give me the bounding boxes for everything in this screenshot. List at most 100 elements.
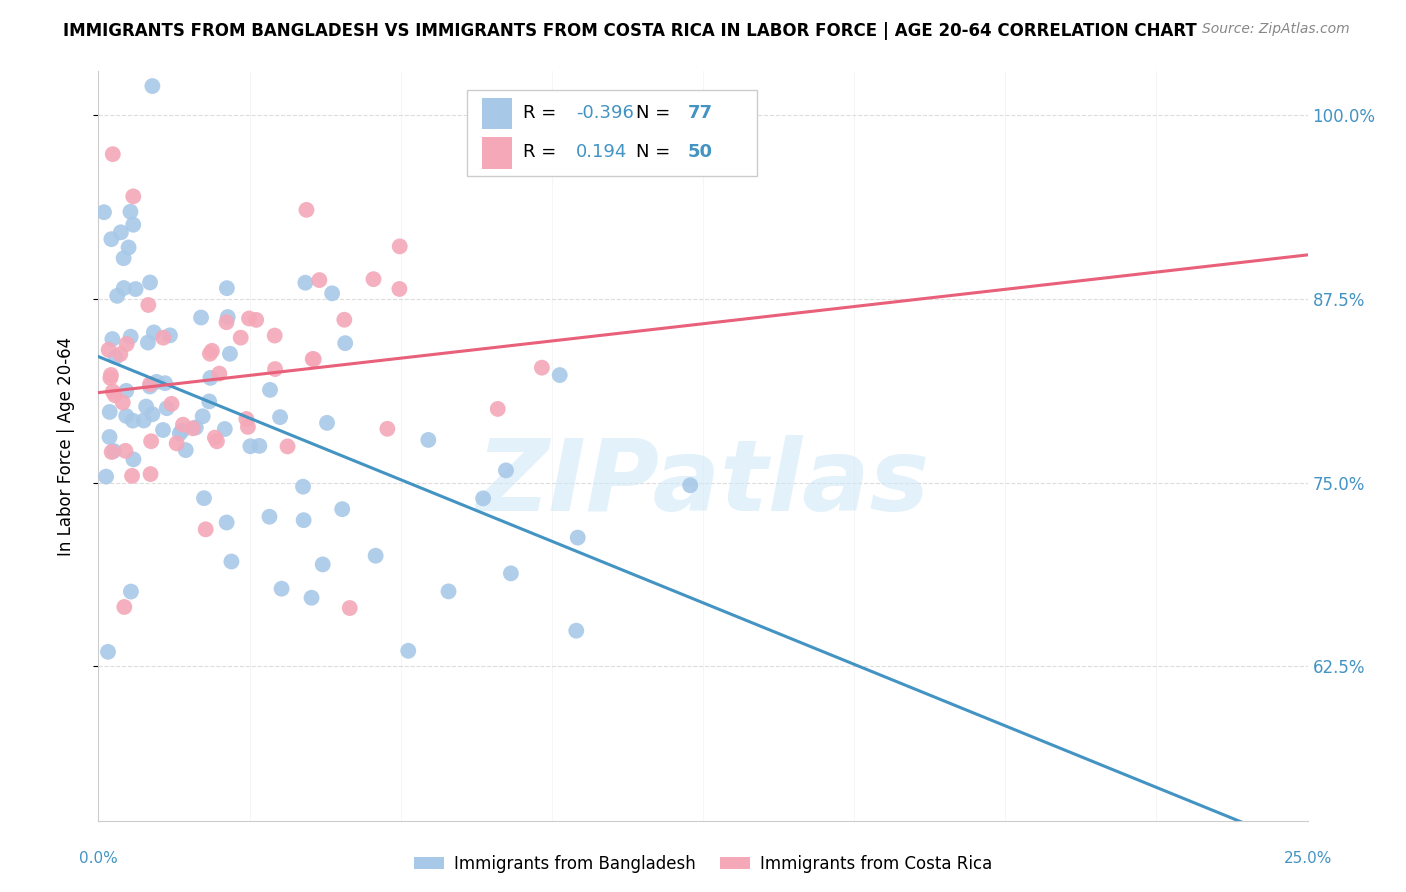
Point: [114, 443, 136, 458]
Legend: Immigrants from Bangladesh, Immigrants from Costa Rica: Immigrants from Bangladesh, Immigrants f…: [406, 848, 1000, 880]
Point: [208, 367, 231, 381]
Point: [98, 405, 121, 419]
Point: [101, 332, 124, 346]
Point: [294, 276, 316, 290]
Point: [117, 240, 139, 254]
Point: [388, 239, 411, 253]
Point: [388, 282, 411, 296]
Point: [135, 400, 157, 414]
Point: [190, 310, 212, 325]
Point: [235, 412, 257, 426]
Text: IMMIGRANTS FROM BANGLADESH VS IMMIGRANTS FROM COSTA RICA IN LABOR FORCE | AGE 20: IMMIGRANTS FROM BANGLADESH VS IMMIGRANTS…: [63, 22, 1197, 40]
Point: [363, 272, 385, 286]
Point: [437, 584, 460, 599]
Text: R =: R =: [523, 144, 557, 161]
Text: 0.194: 0.194: [576, 144, 627, 161]
Point: [204, 431, 226, 445]
Point: [333, 312, 356, 326]
Point: [100, 368, 122, 382]
Text: ZIPatlas: ZIPatlas: [477, 435, 929, 532]
Point: [174, 443, 197, 458]
Point: [93, 205, 115, 219]
Point: [259, 509, 281, 524]
Point: [153, 376, 176, 391]
Text: 0.0%: 0.0%: [79, 851, 118, 866]
Point: [221, 555, 243, 569]
Point: [499, 566, 522, 581]
Point: [198, 394, 221, 409]
Point: [152, 423, 174, 437]
Point: [215, 315, 238, 329]
Point: [308, 273, 330, 287]
Point: [122, 452, 145, 467]
Point: [396, 644, 419, 658]
Point: [364, 549, 387, 563]
Point: [263, 328, 285, 343]
Point: [229, 331, 252, 345]
Point: [418, 433, 440, 447]
Point: [100, 445, 122, 459]
Point: [236, 420, 259, 434]
Point: [245, 313, 267, 327]
Point: [194, 522, 217, 536]
Point: [339, 601, 361, 615]
Point: [295, 202, 318, 217]
Point: [122, 189, 145, 203]
Point: [104, 350, 127, 364]
Point: [110, 225, 132, 239]
Point: [101, 384, 124, 399]
Point: [103, 444, 125, 458]
FancyBboxPatch shape: [482, 97, 512, 129]
Point: [136, 298, 159, 312]
Point: [169, 426, 191, 441]
Point: [191, 409, 214, 424]
Point: [377, 422, 399, 436]
Point: [94, 469, 117, 483]
Point: [166, 436, 188, 450]
Point: [139, 379, 162, 393]
Text: -0.396: -0.396: [576, 103, 634, 121]
Point: [132, 413, 155, 427]
Point: [100, 371, 122, 385]
Point: [679, 478, 702, 492]
Point: [193, 491, 215, 505]
Point: [321, 286, 343, 301]
Point: [139, 377, 162, 392]
Point: [115, 337, 138, 351]
Point: [270, 582, 292, 596]
Point: [111, 395, 134, 409]
Point: [277, 439, 299, 453]
Point: [139, 434, 162, 449]
Point: [181, 421, 204, 435]
Point: [121, 414, 143, 428]
Point: [292, 480, 315, 494]
Point: [269, 410, 291, 425]
Point: [122, 218, 145, 232]
Point: [112, 251, 135, 265]
Point: [160, 397, 183, 411]
Point: [112, 281, 135, 295]
Point: [124, 282, 146, 296]
Point: [136, 335, 159, 350]
Y-axis label: In Labor Force | Age 20-64: In Labor Force | Age 20-64: [56, 336, 75, 556]
Point: [264, 362, 287, 376]
Point: [548, 368, 571, 382]
Text: Source: ZipAtlas.com: Source: ZipAtlas.com: [1202, 22, 1350, 37]
Point: [205, 434, 228, 449]
Point: [530, 360, 553, 375]
Text: 25.0%: 25.0%: [1284, 851, 1331, 866]
Point: [239, 439, 262, 453]
Point: [142, 326, 165, 340]
Point: [330, 502, 353, 516]
Text: R =: R =: [523, 103, 557, 121]
Point: [120, 584, 142, 599]
Point: [335, 336, 357, 351]
Point: [152, 331, 174, 345]
Point: [316, 416, 339, 430]
Text: N =: N =: [637, 144, 671, 161]
Point: [198, 347, 221, 361]
Point: [156, 401, 179, 416]
FancyBboxPatch shape: [482, 137, 512, 169]
Point: [495, 463, 517, 477]
Point: [139, 467, 162, 481]
